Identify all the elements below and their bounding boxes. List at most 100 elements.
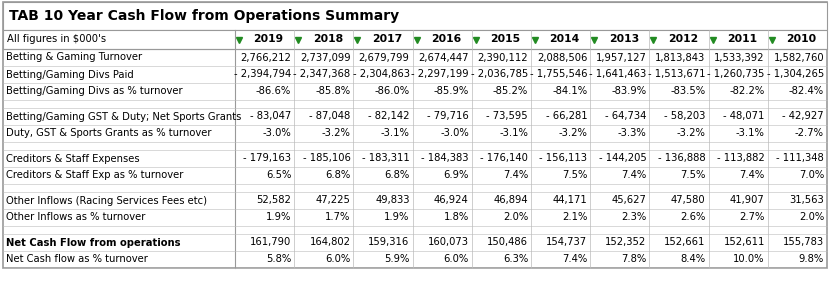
Text: - 184,383: - 184,383 (422, 153, 469, 164)
Text: 2,766,212: 2,766,212 (241, 53, 291, 62)
Text: 1,813,843: 1,813,843 (656, 53, 706, 62)
Text: 7.0%: 7.0% (798, 170, 824, 181)
Text: 2017: 2017 (372, 34, 402, 45)
Text: - 1,513,671: - 1,513,671 (648, 69, 706, 80)
Text: 2.6%: 2.6% (681, 213, 705, 222)
Text: 6.9%: 6.9% (443, 170, 469, 181)
Text: - 185,106: - 185,106 (302, 153, 350, 164)
Text: 2.0%: 2.0% (503, 213, 528, 222)
Text: 164,802: 164,802 (310, 237, 350, 248)
Text: 41,907: 41,907 (730, 196, 764, 205)
Text: 159,316: 159,316 (369, 237, 409, 248)
Text: 7.5%: 7.5% (681, 170, 705, 181)
Text: -2.7%: -2.7% (795, 129, 824, 138)
Text: - 1,641,463: - 1,641,463 (589, 69, 647, 80)
Text: 2013: 2013 (608, 34, 639, 45)
Text: - 176,140: - 176,140 (480, 153, 528, 164)
Text: 5.8%: 5.8% (266, 254, 291, 265)
Text: 2012: 2012 (668, 34, 698, 45)
Text: -3.0%: -3.0% (262, 129, 291, 138)
Text: - 66,281: - 66,281 (545, 112, 587, 121)
Bar (3, 2, 827, 30)
Text: 2019: 2019 (253, 34, 284, 45)
Text: 2011: 2011 (727, 34, 757, 45)
Text: 47,580: 47,580 (671, 196, 705, 205)
Text: 1.8%: 1.8% (443, 213, 469, 222)
Text: - 64,734: - 64,734 (605, 112, 647, 121)
Text: 1.7%: 1.7% (325, 213, 350, 222)
Text: - 183,311: - 183,311 (362, 153, 409, 164)
Text: - 82,142: - 82,142 (368, 112, 409, 121)
Text: - 179,163: - 179,163 (243, 153, 291, 164)
Text: - 156,113: - 156,113 (540, 153, 587, 164)
Text: 160,073: 160,073 (427, 237, 469, 248)
Text: 150,486: 150,486 (487, 237, 528, 248)
Text: 10.0%: 10.0% (733, 254, 764, 265)
Text: 6.5%: 6.5% (266, 170, 291, 181)
Text: Betting & Gaming Turnover: Betting & Gaming Turnover (6, 53, 142, 62)
Text: Net Cash Flow from operations: Net Cash Flow from operations (6, 237, 180, 248)
Text: 2015: 2015 (491, 34, 520, 45)
Text: 46,894: 46,894 (493, 196, 528, 205)
Text: 1,582,760: 1,582,760 (774, 53, 824, 62)
Text: 44,171: 44,171 (553, 196, 587, 205)
Text: 152,352: 152,352 (605, 237, 647, 248)
Text: 7.4%: 7.4% (740, 170, 764, 181)
Bar (3, 30, 827, 49)
Text: - 1,755,546: - 1,755,546 (530, 69, 587, 80)
Text: 2.7%: 2.7% (740, 213, 764, 222)
Text: 45,627: 45,627 (612, 196, 647, 205)
Text: 152,661: 152,661 (664, 237, 706, 248)
Text: 155,783: 155,783 (783, 237, 824, 248)
Text: - 2,036,785: - 2,036,785 (471, 69, 528, 80)
Bar (3, 2, 827, 268)
Text: -85.2%: -85.2% (493, 86, 528, 97)
Text: 2014: 2014 (549, 34, 579, 45)
Text: - 48,071: - 48,071 (724, 112, 764, 121)
Text: 9.8%: 9.8% (798, 254, 824, 265)
Text: Net Cash flow as % turnover: Net Cash flow as % turnover (6, 254, 148, 265)
Text: - 2,347,368: - 2,347,368 (293, 69, 350, 80)
Text: 6.0%: 6.0% (443, 254, 469, 265)
Text: -3.0%: -3.0% (440, 129, 469, 138)
Text: - 1,260,735: - 1,260,735 (707, 69, 764, 80)
Text: 7.5%: 7.5% (562, 170, 587, 181)
Text: 7.4%: 7.4% (562, 254, 587, 265)
Text: - 87,048: - 87,048 (309, 112, 350, 121)
Text: 7.4%: 7.4% (621, 170, 647, 181)
Text: 2016: 2016 (431, 34, 461, 45)
Text: - 113,882: - 113,882 (717, 153, 764, 164)
Text: -3.2%: -3.2% (321, 129, 350, 138)
Text: - 79,716: - 79,716 (427, 112, 469, 121)
Text: -83.9%: -83.9% (611, 86, 647, 97)
Text: 1,533,392: 1,533,392 (715, 53, 764, 62)
Text: 2018: 2018 (313, 34, 343, 45)
Text: 7.8%: 7.8% (621, 254, 647, 265)
Text: -3.1%: -3.1% (736, 129, 764, 138)
Text: - 1,304,265: - 1,304,265 (767, 69, 824, 80)
Text: 154,737: 154,737 (546, 237, 587, 248)
Text: 47,225: 47,225 (315, 196, 350, 205)
Text: Creditors & Staff Exp as % turnover: Creditors & Staff Exp as % turnover (6, 170, 183, 181)
Text: -86.0%: -86.0% (374, 86, 409, 97)
Text: -84.1%: -84.1% (552, 86, 587, 97)
Text: 2.1%: 2.1% (562, 213, 587, 222)
Text: 2.0%: 2.0% (798, 213, 824, 222)
Text: -3.3%: -3.3% (618, 129, 647, 138)
Text: - 42,927: - 42,927 (783, 112, 824, 121)
Text: Creditors & Staff Expenses: Creditors & Staff Expenses (6, 153, 139, 164)
Text: - 136,888: - 136,888 (658, 153, 706, 164)
Text: - 58,203: - 58,203 (664, 112, 706, 121)
Text: 2,088,506: 2,088,506 (537, 53, 587, 62)
Text: 6.3%: 6.3% (503, 254, 528, 265)
Text: 152,611: 152,611 (724, 237, 764, 248)
Text: Other Inflows as % turnover: Other Inflows as % turnover (6, 213, 145, 222)
Text: 5.9%: 5.9% (384, 254, 409, 265)
Text: -3.2%: -3.2% (559, 129, 587, 138)
Text: All figures in $000's: All figures in $000's (7, 34, 106, 45)
Text: 6.8%: 6.8% (384, 170, 409, 181)
Text: - 73,595: - 73,595 (486, 112, 528, 121)
Text: -3.2%: -3.2% (676, 129, 706, 138)
Text: - 2,297,199: - 2,297,199 (411, 69, 469, 80)
Text: -85.9%: -85.9% (433, 86, 469, 97)
